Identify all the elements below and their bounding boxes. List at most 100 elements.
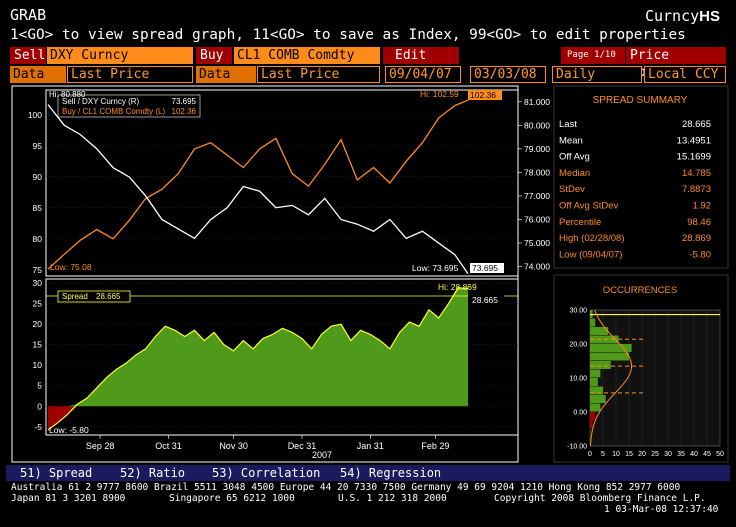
function-tab-label: Correlation <box>240 466 321 480</box>
occurrences-x-tick: 20 <box>638 451 646 458</box>
periodicity-field[interactable]: Daily <box>552 66 642 83</box>
footer-us: U.S. 1 212 318 2000 <box>338 493 447 504</box>
price-legend-box <box>57 94 201 118</box>
sell-series-line <box>47 104 469 275</box>
occurrences-x-tick: 50 <box>716 451 724 458</box>
occurrences-bar <box>590 318 596 327</box>
buy-high-label: Hi: 102.59 <box>420 89 459 99</box>
currency-field[interactable]: Local CCY <box>644 66 726 83</box>
footer-copyright: Copyright 2008 Bloomberg Finance L.P. <box>494 493 706 504</box>
occurrences-x-tick: 40 <box>690 451 698 458</box>
summary-label: Median <box>559 168 590 179</box>
edit-button[interactable]: Edit <box>383 47 459 64</box>
footer-singapore: Singapore 65 6212 1000 <box>169 493 295 504</box>
summary-label: Low (09/04/07) <box>559 249 622 260</box>
spread-axis-tick: -5 <box>34 422 42 432</box>
occurrences-bar <box>590 403 601 412</box>
left-axis-tick: 100 <box>28 110 42 120</box>
mode-selector[interactable]: Price Spread <box>626 47 726 80</box>
occurrences-bar <box>590 412 596 420</box>
occurrences-normal-curve <box>589 309 633 447</box>
x-axis-tick: Nov 30 <box>219 441 248 451</box>
function-tab-correlation[interactable]: 53) Correlation <box>212 466 320 480</box>
left-axis-tick: 80 <box>33 234 43 244</box>
summary-label: Mean <box>559 135 583 146</box>
function-tab-label: Ratio <box>148 466 186 480</box>
spread-axis-tick: 20 <box>33 319 43 329</box>
summary-label: Last <box>559 119 577 130</box>
end-date-field[interactable]: 03/03/08 <box>470 66 546 83</box>
occurrences-x-tick: 15 <box>625 451 633 458</box>
legend-buy-label: Buy / CL1 COMB Comdty (L) <box>62 107 165 116</box>
occurrences-title: OCCURRENCES <box>603 285 677 296</box>
occurrences-y-tick: -10.00 <box>567 444 587 451</box>
sell-ticker-field[interactable]: DXY Curncy <box>47 47 193 64</box>
x-axis-tick: Jan 31 <box>357 441 384 451</box>
occurrences-y-tick: 30.00 <box>569 308 587 315</box>
spread-area-fill <box>48 287 468 407</box>
summary-label: Percentile <box>559 217 601 228</box>
function-code: GRAB <box>10 6 47 24</box>
buy-low-label: Low: 75.08 <box>50 262 92 272</box>
occurrences-bar <box>590 327 609 335</box>
occurrences-bar <box>590 386 603 395</box>
summary-value: 15.1699 <box>677 152 711 163</box>
summary-panel-border <box>553 85 729 269</box>
right-axis-tick: 80.000 <box>524 120 550 130</box>
function-tab-bar <box>6 465 730 481</box>
price-plot-border <box>45 89 519 277</box>
function-tab-number: 51) <box>20 466 49 480</box>
occurrences-bar <box>590 378 598 386</box>
x-axis-tick: Dec 31 <box>288 441 317 451</box>
spread-legend-box <box>57 290 131 303</box>
x-axis-tick: Sep 28 <box>86 441 115 451</box>
occurrences-x-tick: 10 <box>612 451 620 458</box>
data-field-1[interactable]: Last Price <box>67 66 193 83</box>
occurrences-x-tick: 30 <box>664 451 672 458</box>
occurrences-x-tick: 5 <box>601 451 605 458</box>
legend-buy-value: 102.36 <box>172 107 197 116</box>
occurrences-bar <box>590 352 629 361</box>
spread-last-tag <box>468 295 504 305</box>
buy-last-tag <box>468 90 502 100</box>
data-label-1: Data <box>10 66 66 83</box>
occurrences-x-tick: 45 <box>703 451 711 458</box>
left-axis-tick: 90 <box>33 172 43 182</box>
right-axis-tick: 77.000 <box>524 191 550 201</box>
spread-axis-tick: 15 <box>33 340 43 350</box>
function-tab-regression[interactable]: 54) Regression <box>340 466 441 480</box>
spread-axis-tick: 0 <box>37 401 42 411</box>
summary-value: 28.869 <box>682 233 711 244</box>
buy-label: Buy <box>196 47 232 64</box>
summary-value: 98.46 <box>687 217 711 228</box>
summary-value: 14.785 <box>682 168 711 179</box>
start-date-field[interactable]: 09/04/07 <box>385 66 461 83</box>
right-axis-tick: 79.000 <box>524 144 550 154</box>
occurrences-y-tick: 0.00 <box>573 410 587 417</box>
spread-legend-label: Spread <box>62 292 88 301</box>
function-tab-number: 54) <box>340 466 369 480</box>
occurrences-x-tick: 0 <box>588 451 592 458</box>
right-axis-tick: 74.000 <box>524 262 550 272</box>
spread-low-label: Low: -5.80 <box>49 425 89 435</box>
spread-last-value: 28.665 <box>472 295 498 305</box>
buy-series-line <box>47 99 469 270</box>
title-code: HS <box>699 8 720 25</box>
spread-high-label: Hi: 28.869 <box>438 282 477 292</box>
spread-legend-value: 28.665 <box>96 292 121 301</box>
legend-sell-label: Sell / DXY Curncy (R) <box>62 97 140 106</box>
function-tab-label: Spread <box>48 466 93 480</box>
summary-label: StDev <box>559 184 585 195</box>
summary-value: 28.665 <box>682 119 711 130</box>
occurrences-bar <box>590 369 601 378</box>
function-tab-ratio[interactable]: 52) Ratio <box>120 466 185 480</box>
buy-ticker-field[interactable]: CL1 COMB Comdty <box>234 47 380 64</box>
data-label-2: Data <box>196 66 256 83</box>
function-tab-spread[interactable]: 51) Spread <box>20 466 92 480</box>
x-axis-year: 2007 <box>312 450 332 460</box>
data-field-2[interactable]: Last Price <box>257 66 380 83</box>
occurrences-y-tick: 20.00 <box>569 342 587 349</box>
instructions-line: 1<GO> to view spread graph, 11<GO> to sa… <box>10 27 686 43</box>
spread-line <box>47 287 469 431</box>
